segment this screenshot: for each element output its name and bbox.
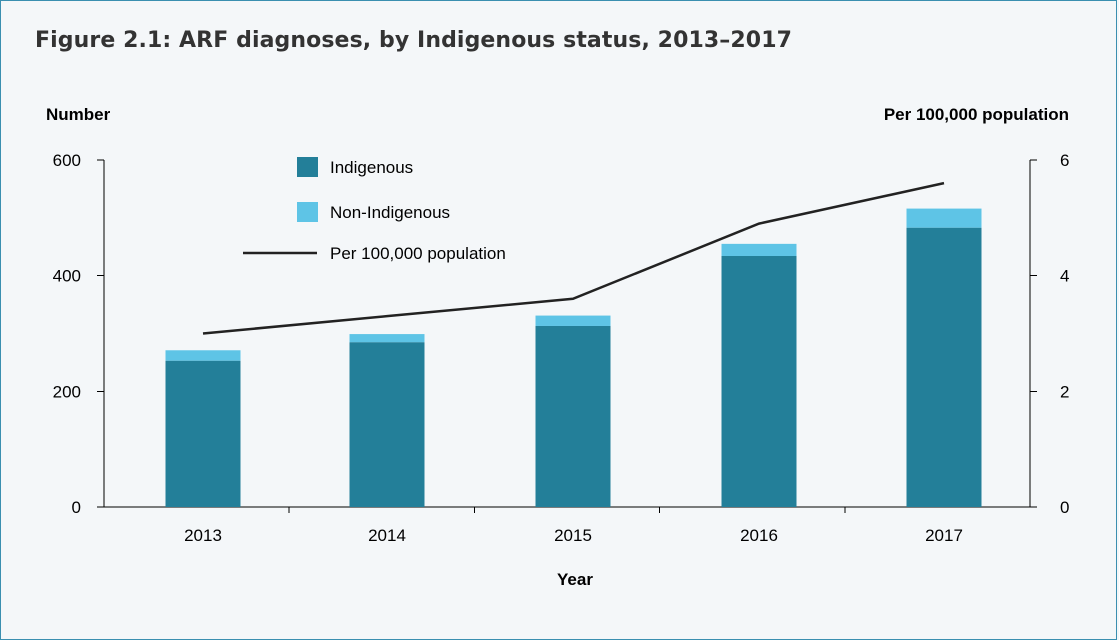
x-tick-label: 2016	[740, 526, 778, 545]
y-tick-label-right: 0	[1060, 498, 1069, 517]
bar-indigenous	[165, 360, 241, 507]
bar-indigenous	[721, 256, 797, 507]
y-axis-title-left: Number	[46, 105, 111, 124]
y-axis-title-right: Per 100,000 population	[884, 105, 1069, 124]
y-tick-label-left: 600	[53, 151, 81, 170]
bar-indigenous	[349, 342, 425, 507]
line-per-100000	[202, 181, 945, 335]
bar-non-indigenous	[349, 334, 425, 343]
legend-label-indigenous: Indigenous	[330, 158, 413, 177]
x-tick-label: 2017	[925, 526, 963, 545]
x-axis-title: Year	[557, 570, 593, 589]
chart: 0 200 400 600 0 2 4 6 2013 2014 2015 2016 2017 Number…	[46, 105, 1069, 589]
figure-title: Figure 2.1: ARF diagnoses, by Indigenous…	[35, 28, 793, 53]
bar-indigenous	[535, 325, 611, 507]
bar-non-indigenous	[721, 243, 797, 257]
x-tick-label: 2015	[554, 526, 592, 545]
y-tick-label-left: 200	[53, 382, 81, 401]
bar-non-indigenous	[535, 315, 611, 326]
bar-non-indigenous	[906, 208, 982, 228]
legend-swatch-indigenous	[297, 157, 318, 177]
legend-label-per-100000: Per 100,000 population	[330, 244, 506, 263]
bar-non-indigenous	[165, 350, 241, 361]
y-tick-label-right: 2	[1060, 382, 1069, 401]
y-tick-label-right: 4	[1060, 267, 1069, 286]
y-tick-label-right: 6	[1060, 151, 1069, 170]
bar-indigenous	[906, 227, 982, 508]
x-tick-label: 2013	[184, 526, 222, 545]
legend-label-non-indigenous: Non-Indigenous	[330, 203, 450, 222]
legend-swatch-non-indigenous	[297, 202, 318, 222]
y-tick-label-left: 400	[53, 267, 81, 286]
x-tick-label: 2014	[368, 526, 406, 545]
y-tick-label-left: 0	[72, 498, 81, 517]
